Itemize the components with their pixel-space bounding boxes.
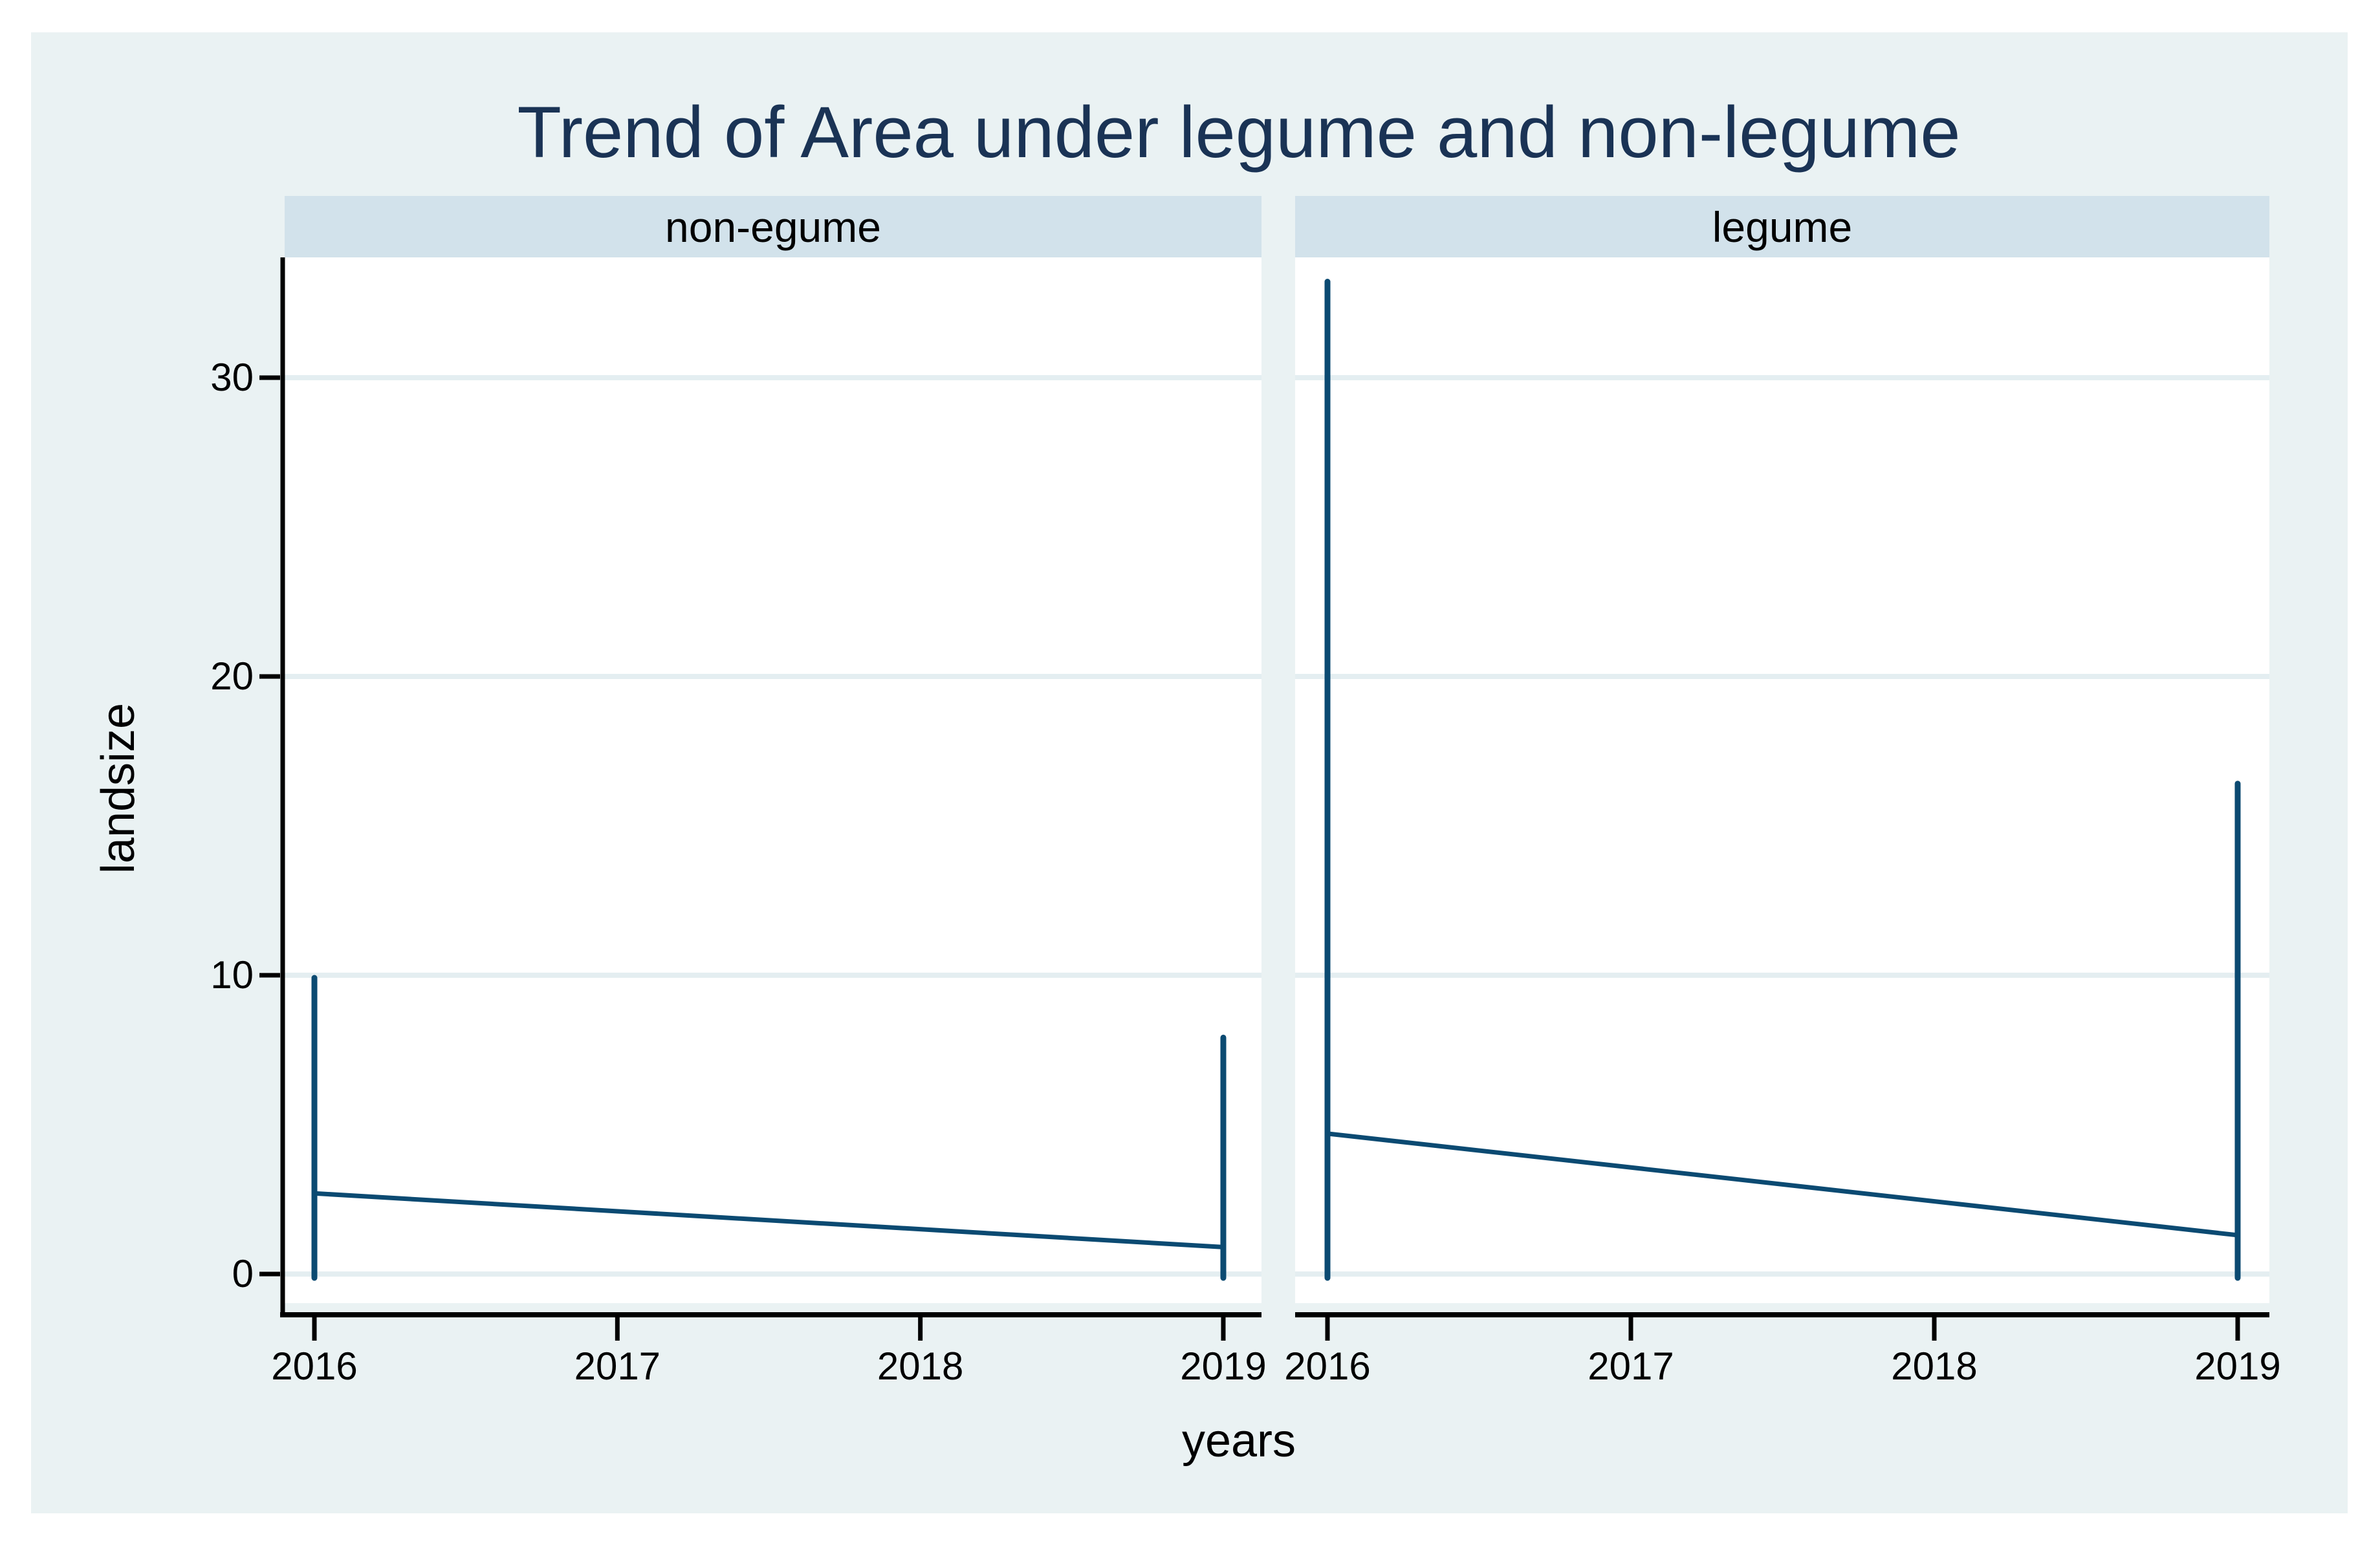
plot-area-0 [285,257,1261,1303]
plot-area-1 [1295,257,2269,1303]
panel-header-non-egume: non-egume [285,196,1261,257]
y-tick-label-20: 20 [210,654,254,698]
x-tick-label-1-2018: 2018 [1891,1345,1978,1388]
y-tick-label-30: 30 [210,356,254,399]
graph-title: Trend of Area under legume and non-legum… [517,92,1961,173]
x-tick-label-0-2019: 2019 [1180,1345,1267,1388]
trend-line-non-egume [314,1191,1224,1249]
x-tick-label-1-2019: 2019 [2194,1345,2281,1388]
x-tick-label-1-2017: 2017 [1588,1345,1674,1388]
x-tick-label-0-2018: 2018 [877,1345,964,1388]
trend-line-legume [1327,1131,2238,1238]
x-axis-title: years [1181,1415,1296,1467]
x-tick-label-0-2016: 2016 [271,1345,358,1388]
panel-header-label: non-egume [665,202,881,251]
x-tick-label-0-2017: 2017 [574,1345,661,1388]
y-tick-label-10: 10 [210,953,254,997]
x-tick-label-1-2016: 2016 [1284,1345,1371,1388]
panel-header-legume: legume [1295,196,2269,257]
y-tick-label-0: 0 [232,1252,254,1295]
panel-header-label: legume [1712,202,1853,251]
